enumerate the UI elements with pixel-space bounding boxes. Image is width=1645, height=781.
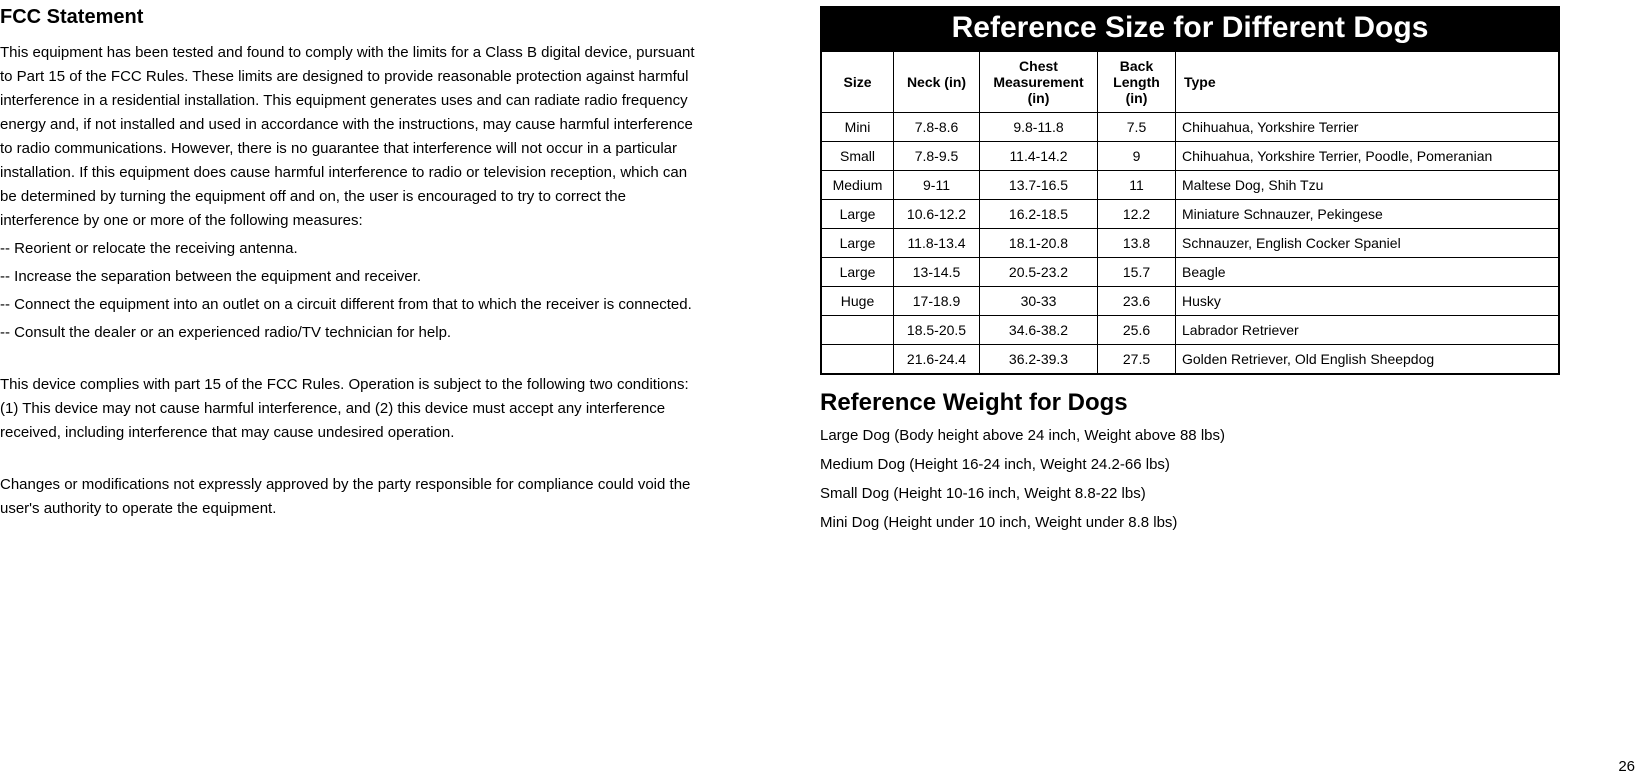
th-chest: Chest Measurement (in) <box>980 52 1098 113</box>
cell-chest: 30-33 <box>980 287 1098 316</box>
cell-back: 7.5 <box>1098 113 1176 142</box>
table-row: Medium9-1113.7-16.511Maltese Dog, Shih T… <box>822 171 1559 200</box>
fcc-measure-3: -- Connect the equipment into an outlet … <box>0 293 700 317</box>
table-row: Small7.8-9.511.4-14.29Chihuahua, Yorkshi… <box>822 142 1559 171</box>
weight-ref-line: Medium Dog (Height 16-24 inch, Weight 24… <box>820 456 1560 473</box>
cell-back: 15.7 <box>1098 258 1176 287</box>
table-row: Huge17-18.930-3323.6Husky <box>822 287 1559 316</box>
table-row: Mini7.8-8.69.8-11.87.5Chihuahua, Yorkshi… <box>822 113 1559 142</box>
fcc-measure-1: -- Reorient or relocate the receiving an… <box>0 237 700 261</box>
cell-size: Small <box>822 142 894 171</box>
size-table-title: Reference Size for Different Dogs <box>821 7 1559 51</box>
weight-ref-line: Small Dog (Height 10-16 inch, Weight 8.8… <box>820 485 1560 502</box>
cell-type: Husky <box>1176 287 1559 316</box>
fcc-body: This equipment has been tested and found… <box>0 41 700 521</box>
cell-size: Huge <box>822 287 894 316</box>
table-row: 21.6-24.436.2-39.327.5Golden Retriever, … <box>822 345 1559 374</box>
cell-size: Large <box>822 200 894 229</box>
th-size: Size <box>822 52 894 113</box>
cell-type: Maltese Dog, Shih Tzu <box>1176 171 1559 200</box>
cell-neck: 17-18.9 <box>894 287 980 316</box>
cell-chest: 36.2-39.3 <box>980 345 1098 374</box>
cell-type: Schnauzer, English Cocker Spaniel <box>1176 229 1559 258</box>
page-container: FCC Statement This equipment has been te… <box>0 0 1645 543</box>
cell-chest: 18.1-20.8 <box>980 229 1098 258</box>
cell-type: Beagle <box>1176 258 1559 287</box>
cell-size: Large <box>822 229 894 258</box>
cell-chest: 34.6-38.2 <box>980 316 1098 345</box>
cell-chest: 9.8-11.8 <box>980 113 1098 142</box>
cell-chest: 11.4-14.2 <box>980 142 1098 171</box>
cell-back: 25.6 <box>1098 316 1176 345</box>
cell-size <box>822 345 894 374</box>
cell-back: 23.6 <box>1098 287 1176 316</box>
cell-neck: 10.6-12.2 <box>894 200 980 229</box>
cell-back: 13.8 <box>1098 229 1176 258</box>
table-row: 18.5-20.534.6-38.225.6Labrador Retriever <box>822 316 1559 345</box>
cell-neck: 9-11 <box>894 171 980 200</box>
fcc-paragraph-3: Changes or modifications not expressly a… <box>0 473 700 521</box>
table-row: Large13-14.520.5-23.215.7Beagle <box>822 258 1559 287</box>
cell-neck: 21.6-24.4 <box>894 345 980 374</box>
fcc-title: FCC Statement <box>0 6 700 29</box>
cell-neck: 18.5-20.5 <box>894 316 980 345</box>
cell-size: Medium <box>822 171 894 200</box>
weight-ref-line: Mini Dog (Height under 10 inch, Weight u… <box>820 514 1560 531</box>
reference-column: Reference Size for Different Dogs Size N… <box>820 6 1560 543</box>
size-table-body: Mini7.8-8.69.8-11.87.5Chihuahua, Yorkshi… <box>822 113 1559 374</box>
fcc-measure-4: -- Consult the dealer or an experienced … <box>0 321 700 345</box>
th-back: Back Length (in) <box>1098 52 1176 113</box>
cell-back: 9 <box>1098 142 1176 171</box>
th-neck: Neck (in) <box>894 52 980 113</box>
cell-size: Mini <box>822 113 894 142</box>
cell-neck: 13-14.5 <box>894 258 980 287</box>
size-table-wrap: Reference Size for Different Dogs Size N… <box>820 6 1560 375</box>
weight-ref-lines: Large Dog (Body height above 24 inch, We… <box>820 427 1560 531</box>
cell-size: Large <box>822 258 894 287</box>
weight-ref-title: Reference Weight for Dogs <box>820 389 1560 417</box>
cell-type: Chihuahua, Yorkshire Terrier <box>1176 113 1559 142</box>
cell-type: Labrador Retriever <box>1176 316 1559 345</box>
fcc-paragraph-1: This equipment has been tested and found… <box>0 41 700 233</box>
cell-back: 27.5 <box>1098 345 1176 374</box>
cell-chest: 16.2-18.5 <box>980 200 1098 229</box>
table-header-row: Size Neck (in) Chest Measurement (in) Ba… <box>822 52 1559 113</box>
cell-neck: 7.8-9.5 <box>894 142 980 171</box>
size-table: Size Neck (in) Chest Measurement (in) Ba… <box>821 51 1559 374</box>
cell-back: 12.2 <box>1098 200 1176 229</box>
cell-type: Golden Retriever, Old English Sheepdog <box>1176 345 1559 374</box>
cell-chest: 13.7-16.5 <box>980 171 1098 200</box>
fcc-measure-2: -- Increase the separation between the e… <box>0 265 700 289</box>
fcc-column: FCC Statement This equipment has been te… <box>0 6 720 543</box>
th-type: Type <box>1176 52 1559 113</box>
table-row: Large10.6-12.216.2-18.512.2Miniature Sch… <box>822 200 1559 229</box>
cell-neck: 11.8-13.4 <box>894 229 980 258</box>
page-number: 26 <box>1618 758 1635 775</box>
cell-type: Miniature Schnauzer, Pekingese <box>1176 200 1559 229</box>
cell-neck: 7.8-8.6 <box>894 113 980 142</box>
fcc-paragraph-2: This device complies with part 15 of the… <box>0 373 700 445</box>
cell-size <box>822 316 894 345</box>
cell-chest: 20.5-23.2 <box>980 258 1098 287</box>
weight-ref-line: Large Dog (Body height above 24 inch, We… <box>820 427 1560 444</box>
cell-type: Chihuahua, Yorkshire Terrier, Poodle, Po… <box>1176 142 1559 171</box>
cell-back: 11 <box>1098 171 1176 200</box>
table-row: Large11.8-13.418.1-20.813.8Schnauzer, En… <box>822 229 1559 258</box>
